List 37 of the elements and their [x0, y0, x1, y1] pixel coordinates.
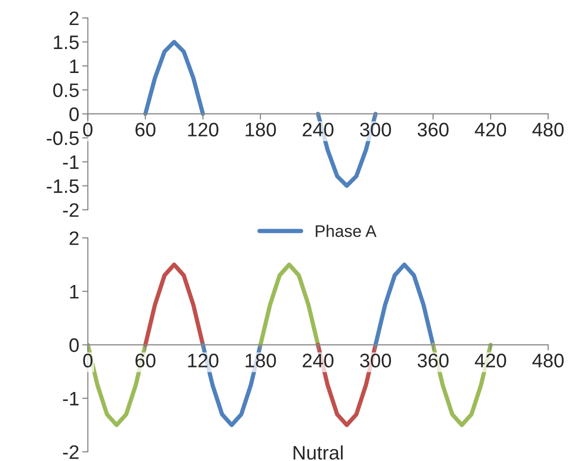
- y-tick-label: 0: [69, 338, 79, 352]
- y-tick-label: -2: [63, 203, 79, 217]
- x-tick-label: 420: [474, 354, 506, 368]
- legend-label: Phase A: [316, 224, 377, 237]
- x-tick-label: 300: [360, 354, 391, 368]
- y-tick-label: 1: [70, 285, 79, 298]
- x-tick-label: 480: [532, 354, 564, 368]
- y-tick-label: -2: [63, 445, 79, 459]
- x-tick-label: 240: [302, 354, 334, 368]
- x-tick-label: 0: [83, 354, 92, 368]
- line-series: [143, 262, 205, 347]
- x-tick-label: 360: [418, 122, 449, 136]
- y-tick-label: -0.5: [46, 131, 79, 146]
- x-tick-label: 360: [418, 354, 449, 368]
- x-tick-label: 180: [246, 122, 276, 136]
- x-tick-label: 120: [188, 354, 218, 368]
- y-tick-label: 2: [70, 231, 79, 245]
- x-tick-label: 60: [136, 122, 156, 136]
- x-tick-label: 0: [83, 122, 92, 136]
- x-tick-label: 60: [136, 354, 156, 368]
- x-tick-label: 480: [532, 122, 564, 136]
- y-tick-label: 2: [70, 11, 79, 26]
- y-tick-label: -1.5: [46, 179, 79, 194]
- y-tick-label: 0.5: [53, 83, 79, 98]
- line-series: [258, 262, 320, 347]
- x-tick-label: 240: [302, 122, 334, 136]
- x-tick-label: 300: [360, 122, 391, 136]
- y-tick-label: 1.5: [54, 36, 79, 50]
- x-tick-label: 180: [246, 354, 276, 368]
- x-axis-title: Nutral: [294, 445, 343, 460]
- y-tick-label: 0: [69, 107, 79, 122]
- line-series: [373, 262, 436, 347]
- y-tick-label: 1: [70, 60, 79, 73]
- x-tick-label: 420: [474, 122, 506, 136]
- y-tick-label: -1: [63, 155, 79, 169]
- y-tick-label: -1: [63, 392, 79, 406]
- x-tick-label: 120: [188, 122, 218, 136]
